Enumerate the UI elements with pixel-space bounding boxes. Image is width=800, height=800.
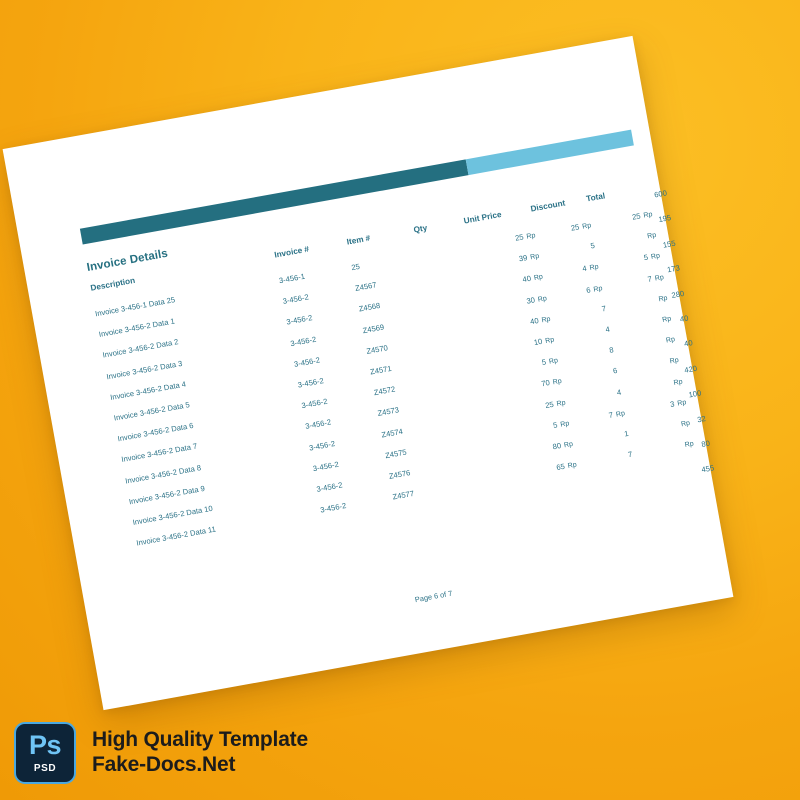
currency-symbol: Rp bbox=[658, 294, 669, 304]
cell-amount: 100 bbox=[687, 388, 702, 400]
money-value: 25 Rp bbox=[544, 399, 567, 410]
currency-symbol: Rp bbox=[581, 222, 592, 231]
cell-amount: 40 bbox=[679, 313, 690, 324]
currency-symbol: Rp bbox=[589, 264, 600, 273]
money-value: 5 Rp bbox=[643, 252, 661, 263]
money-value: Rp bbox=[677, 418, 691, 429]
psd-file-icon: Ps PSD bbox=[14, 722, 76, 784]
currency-symbol: Rp bbox=[684, 440, 695, 450]
money-value: 30 Rp bbox=[525, 294, 548, 306]
cell-amount: 155 bbox=[662, 238, 677, 250]
brand-tagline: High Quality Template bbox=[92, 728, 308, 752]
cell-amount: 600 bbox=[653, 188, 668, 200]
currency-symbol: Rp bbox=[541, 315, 552, 325]
cell-amount: 80 bbox=[700, 438, 711, 450]
money-value: Rp bbox=[670, 376, 683, 387]
money-value: 10 Rp bbox=[533, 336, 555, 348]
currency-symbol: Rp bbox=[646, 232, 657, 241]
currency-symbol: Rp bbox=[526, 232, 537, 241]
cell-amount: 195 bbox=[657, 213, 672, 225]
money-value: 25 Rp bbox=[514, 232, 537, 243]
currency-symbol: Rp bbox=[654, 273, 665, 283]
money-value: Rp bbox=[643, 230, 657, 241]
currency-symbol: Rp bbox=[665, 336, 676, 345]
currency-symbol: Rp bbox=[548, 357, 559, 366]
currency-symbol: Rp bbox=[563, 440, 574, 450]
money-value: 25 Rp bbox=[570, 222, 592, 233]
money-value: 7 Rp bbox=[608, 409, 626, 420]
money-value: 25 Rp bbox=[631, 211, 654, 222]
money-value: 3 Rp bbox=[669, 398, 687, 409]
money-value: 40 Rp bbox=[529, 315, 552, 327]
currency-symbol: Rp bbox=[559, 420, 570, 429]
money-value: Rp bbox=[658, 314, 672, 325]
psd-format-label: PSD bbox=[33, 763, 57, 774]
cell-amount: 455 bbox=[700, 463, 715, 475]
currency-symbol: Rp bbox=[650, 252, 661, 262]
money-value: 7 Rp bbox=[646, 273, 665, 284]
cell-amount: 173 bbox=[666, 263, 681, 275]
money-value: 39 Rp bbox=[518, 253, 540, 264]
cell-amount: 32 bbox=[696, 413, 707, 424]
cell-amount: 40 bbox=[683, 338, 694, 349]
currency-symbol: Rp bbox=[529, 253, 540, 262]
money-value: Rp bbox=[655, 293, 668, 304]
cell-amount: 280 bbox=[670, 288, 685, 300]
money-value: 5 Rp bbox=[552, 420, 570, 430]
currency-symbol: Rp bbox=[680, 419, 691, 429]
money-value: 80 Rp bbox=[551, 440, 574, 452]
currency-symbol: Rp bbox=[544, 336, 555, 346]
currency-symbol: Rp bbox=[676, 398, 687, 408]
money-value: 65 Rp bbox=[555, 461, 578, 473]
money-value: Rp bbox=[666, 355, 679, 366]
money-value: Rp bbox=[681, 439, 694, 450]
invoice-paper: Invoice Details Description Invoice # It… bbox=[2, 35, 734, 711]
currency-symbol: Rp bbox=[556, 399, 567, 408]
branding-text: High Quality Template Fake-Docs.Net bbox=[92, 728, 308, 778]
currency-symbol: Rp bbox=[673, 378, 684, 387]
currency-symbol: Rp bbox=[615, 409, 626, 419]
money-value: 40 Rp bbox=[521, 274, 544, 285]
currency-symbol: Rp bbox=[643, 211, 654, 220]
branding-block: Ps PSD High Quality Template Fake-Docs.N… bbox=[14, 722, 308, 784]
cell-amount: 420 bbox=[683, 363, 698, 375]
money-value: 6 Rp bbox=[585, 284, 604, 295]
currency-symbol: Rp bbox=[533, 274, 544, 283]
money-value: Rp bbox=[662, 334, 676, 345]
currency-symbol: Rp bbox=[567, 461, 578, 471]
photoshop-ps-glyph: Ps bbox=[28, 730, 62, 760]
currency-symbol: Rp bbox=[592, 284, 604, 294]
currency-symbol: Rp bbox=[661, 315, 672, 325]
currency-symbol: Rp bbox=[552, 378, 563, 387]
money-value: 5 Rp bbox=[541, 357, 559, 368]
currency-symbol: Rp bbox=[537, 294, 548, 304]
brand-site: Fake-Docs.Net bbox=[92, 753, 236, 776]
money-value: 4 Rp bbox=[581, 264, 600, 274]
currency-symbol: Rp bbox=[669, 357, 680, 366]
money-value: 70 Rp bbox=[540, 378, 563, 389]
